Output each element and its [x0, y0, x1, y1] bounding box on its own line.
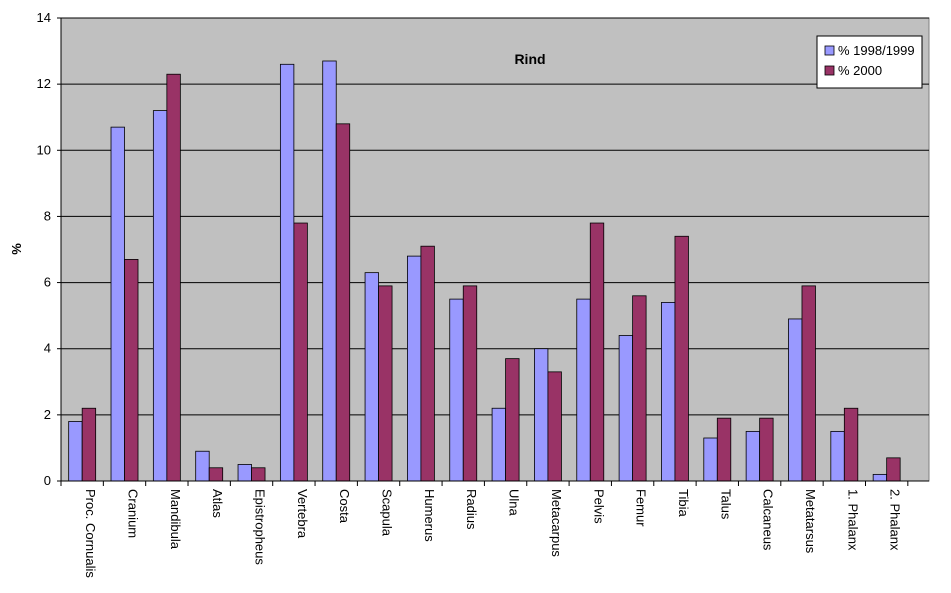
bar-series-1: [152, 110, 168, 482]
y-tick-label: 2: [44, 407, 51, 422]
bar-series-2: [251, 467, 266, 482]
x-category-label: Costa: [337, 489, 352, 524]
y-tick-label: 8: [44, 208, 51, 223]
x-category-label: Scapula: [380, 489, 395, 537]
bar-series-2: [843, 407, 859, 482]
bar-series-2: [208, 467, 224, 482]
x-category-label: Mandibula: [168, 489, 183, 550]
x-category-label: 2. Phalanx: [888, 489, 903, 551]
legend-swatch: [824, 65, 835, 76]
bar-series-1: [322, 60, 337, 482]
bar-series-2: [801, 285, 816, 482]
bar-series-2: [547, 371, 562, 482]
bar-series-2: [378, 285, 393, 482]
bar-series-2: [293, 222, 308, 482]
axes: 0 2 4 6 8 10 12 14 Proc. Cornualis Cranium Mandibu…: [37, 10, 929, 578]
legend-swatch: [824, 45, 835, 56]
bar-series-1: [279, 63, 295, 482]
x-category-label: 1. Phalanx: [845, 489, 860, 551]
bar-series-1: [788, 318, 803, 482]
x-category-label: Humerus: [422, 489, 437, 542]
y-tick-label: 0: [44, 473, 51, 488]
bar-series-2: [124, 259, 139, 482]
bar-series-1: [449, 298, 464, 482]
bar-series-2: [589, 222, 605, 482]
x-category-label: Femur: [634, 489, 649, 527]
legend-label: % 1998/1999: [838, 43, 915, 58]
bar-series-1: [68, 421, 83, 482]
bar-series-2: [886, 457, 901, 482]
x-category-label: Metacarpus: [549, 489, 564, 557]
bar-series-2: [81, 407, 97, 482]
x-category-label: Cranium: [126, 489, 141, 538]
bar-series-1: [872, 473, 888, 482]
bar-series-1: [237, 464, 252, 482]
legend-label: % 2000: [838, 63, 882, 78]
bar-series-1: [703, 437, 718, 482]
bar-series-2: [716, 417, 732, 482]
x-category-label: Metatarsus: [803, 489, 818, 554]
chart-title: Rind: [514, 51, 545, 67]
bar-series-1: [491, 407, 506, 482]
bar-series-2: [420, 245, 435, 482]
bar-series-1: [830, 430, 845, 482]
bar-series-1: [110, 126, 125, 482]
bar-series-2: [166, 73, 181, 482]
bar-series-1: [407, 255, 422, 482]
x-category-label: Tibia: [676, 489, 691, 517]
bar-series-1: [618, 335, 634, 482]
bar-series-1: [661, 302, 676, 482]
x-category-label: Talus: [718, 489, 733, 520]
bar-series-2: [759, 417, 774, 482]
y-tick-label: 4: [44, 341, 51, 356]
gridlines: [61, 17, 929, 416]
bar-series-2: [632, 295, 647, 482]
legend-box: [816, 35, 923, 89]
x-category-label: Ulna: [507, 489, 522, 517]
plot-area: [60, 17, 930, 482]
legend: % 1998/1999 % 2000: [816, 35, 923, 89]
x-category-label: Radius: [464, 489, 479, 530]
bars: [68, 60, 901, 482]
y-tick-label: 10: [37, 142, 51, 157]
y-tick-label: 6: [44, 275, 51, 290]
x-category-label: Proc. Cornualis: [83, 489, 98, 578]
x-category-label: Epistropheus: [253, 489, 268, 565]
bar-series-1: [195, 450, 210, 482]
y-tick-label: 14: [37, 10, 51, 25]
bar-series-1: [534, 348, 549, 482]
y-tick-label: 12: [37, 76, 51, 91]
y-axis-label: %: [9, 243, 24, 255]
bar-series-2: [462, 285, 478, 482]
x-category-label: Atlas: [210, 489, 225, 518]
bar-series-1: [745, 430, 761, 482]
bar-series-2: [674, 235, 689, 482]
x-category-label: Pelvis: [591, 489, 606, 524]
x-category-label: Vertebra: [295, 489, 310, 539]
bar-series-2: [505, 358, 520, 482]
bar-series-1: [576, 298, 591, 482]
bar-series-1: [364, 272, 379, 482]
bar-series-2: [335, 123, 351, 482]
x-category-label: Calcaneus: [761, 489, 776, 551]
